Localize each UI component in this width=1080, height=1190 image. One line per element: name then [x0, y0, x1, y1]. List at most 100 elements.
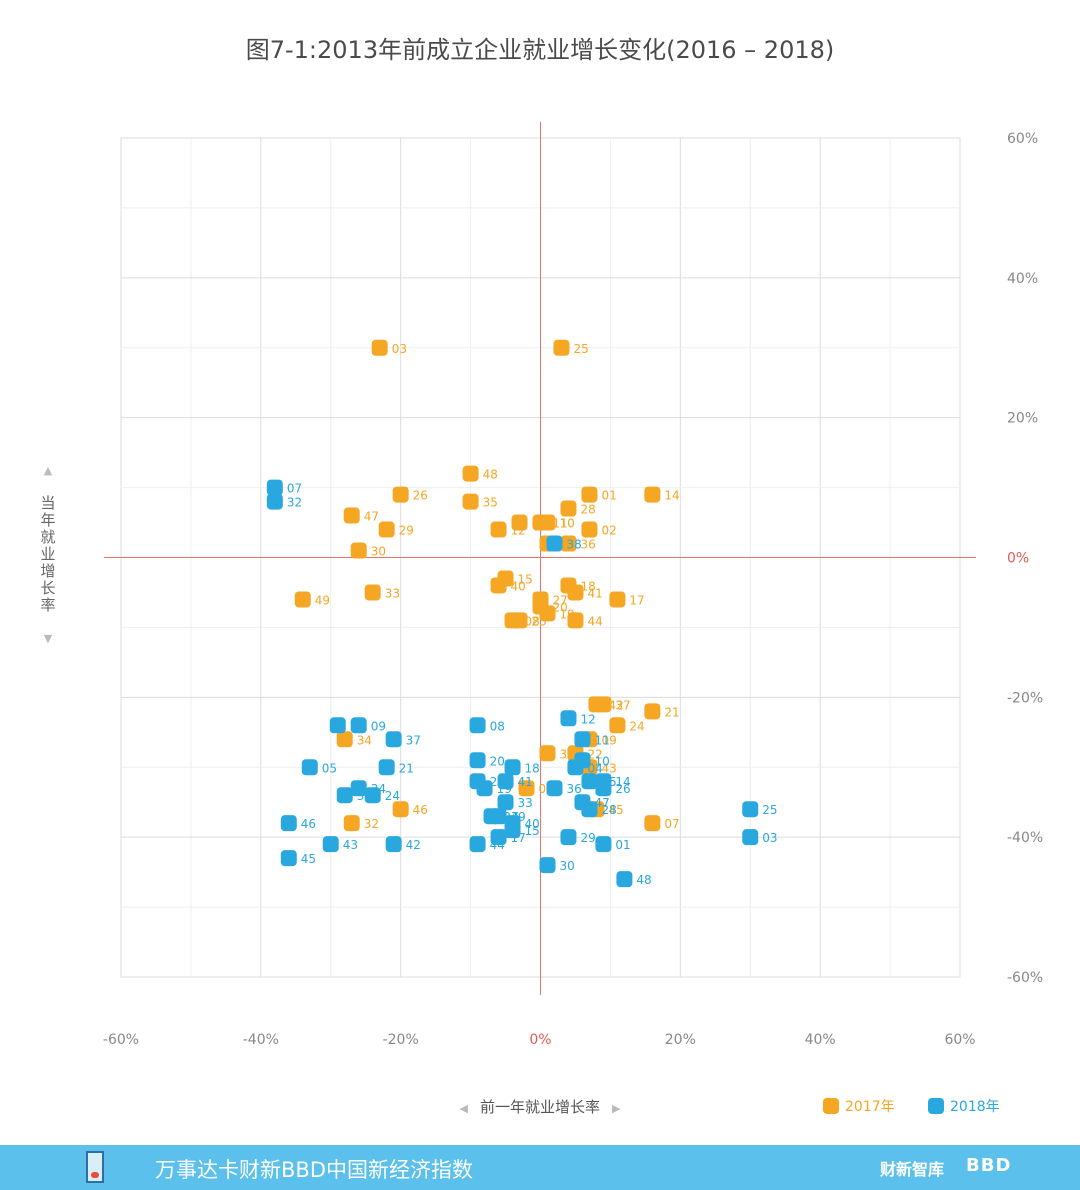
y-tick-label: -60% — [1007, 970, 1043, 986]
data-point-label: 15 — [525, 824, 540, 838]
data-point — [385, 731, 402, 748]
data-point-label: 10 — [594, 754, 609, 768]
data-point — [574, 794, 591, 811]
data-point-label: 29 — [399, 524, 414, 538]
data-point — [511, 612, 528, 629]
data-point-label: 22 — [587, 747, 602, 761]
data-point-label: 05 — [322, 761, 337, 775]
footer-bar: 万事达卡财新BBD中国新经济指数 财新智库 BBD — [0, 1145, 1080, 1190]
data-point — [560, 710, 577, 727]
data-point — [574, 752, 591, 769]
y-tick-label: -40% — [1007, 830, 1043, 846]
data-point — [644, 703, 661, 720]
data-point — [532, 591, 549, 608]
data-point — [553, 339, 570, 356]
data-point-label: 32 — [364, 817, 379, 831]
y-tick-label: 20% — [1007, 411, 1038, 427]
data-point — [329, 717, 346, 734]
data-point-label: 28 — [580, 503, 595, 517]
data-point — [490, 577, 507, 594]
data-point — [539, 857, 556, 874]
caixin-brand-logo: 财新智库 — [880, 1160, 945, 1179]
data-point — [392, 801, 409, 818]
data-point — [490, 521, 507, 538]
data-point-label: 41 — [518, 775, 533, 789]
legend-label-2018: 2018年 — [950, 1099, 1000, 1115]
data-point — [644, 486, 661, 503]
data-point-label: 09 — [371, 719, 386, 733]
data-point — [567, 584, 584, 601]
data-point-label: 41 — [587, 586, 602, 600]
data-point-label: 37 — [406, 733, 421, 747]
x-tick-label: 40% — [805, 1032, 836, 1048]
data-point-label: 12 — [580, 712, 595, 726]
data-point-label: 26 — [615, 782, 630, 796]
data-point-label: 35 — [601, 775, 616, 789]
data-point — [490, 808, 507, 825]
data-point-label: 18 — [580, 579, 595, 593]
data-point — [490, 829, 507, 846]
legend-swatch-2018 — [928, 1098, 944, 1114]
bbd-brand-logo: BBD — [966, 1155, 1012, 1176]
data-point — [504, 815, 521, 832]
data-point-label: 30 — [559, 859, 574, 873]
data-point-label: 29 — [580, 831, 595, 845]
axis-layer — [104, 122, 976, 995]
data-point — [392, 486, 409, 503]
data-point — [364, 787, 381, 804]
data-point-label: 46 — [301, 817, 316, 831]
data-point — [280, 815, 297, 832]
data-point-label: 20 — [553, 600, 568, 614]
legend-item-2018[interactable]: 2018年 — [928, 1096, 1000, 1116]
data-point-label: 18 — [525, 761, 540, 775]
data-point-label: 15 — [518, 572, 533, 586]
data-point-label: 21 — [399, 761, 414, 775]
data-point-label: 08 — [525, 614, 540, 628]
data-point — [371, 339, 388, 356]
data-point — [266, 479, 283, 496]
left-arrow-icon: ◀ — [459, 1102, 468, 1115]
data-point — [560, 829, 577, 846]
data-point-label: 32 — [287, 496, 302, 510]
data-point-label: 42 — [406, 838, 421, 852]
data-point-label: 46 — [413, 803, 428, 817]
data-point — [462, 465, 479, 482]
y-axis-label-text: 当年就业增长率 — [40, 494, 56, 614]
data-point-label: 17 — [629, 593, 644, 607]
data-points: 0102030405070809101112141517181920212223… — [266, 339, 778, 888]
data-point-label: 33 — [385, 586, 400, 600]
data-point — [644, 815, 661, 832]
data-point — [378, 521, 395, 538]
data-point-label: 27 — [553, 593, 568, 607]
data-point-label: 38 — [559, 538, 574, 552]
data-point-label: 47 — [594, 796, 609, 810]
data-point — [511, 514, 528, 531]
x-axis-label-text: 前一年就业增长率 — [479, 1098, 600, 1116]
data-point-label: 36 — [580, 538, 595, 552]
data-point — [336, 731, 353, 748]
x-tick-label: 0% — [529, 1032, 551, 1048]
data-point-label: 44 — [490, 838, 505, 852]
data-point-label: 49 — [315, 593, 330, 607]
data-point-label: 25 — [762, 803, 777, 817]
data-point — [504, 759, 521, 776]
data-point-label: 07 — [664, 817, 679, 831]
data-point — [532, 514, 549, 531]
data-point — [560, 535, 577, 552]
data-point-label: 37 — [615, 698, 630, 712]
data-point-label: 08 — [490, 719, 505, 733]
data-point — [469, 773, 486, 790]
data-point-label: 01 — [615, 838, 630, 852]
data-point — [469, 717, 486, 734]
data-point-label: 42 — [608, 698, 623, 712]
data-point — [539, 745, 556, 762]
data-point — [595, 780, 612, 797]
data-point-label: 22 — [350, 719, 365, 733]
data-point-label: 17 — [511, 831, 526, 845]
series-2017: 0102030405070809101112141517181920212223… — [294, 339, 680, 832]
data-point-label: 11 — [553, 517, 568, 531]
legend-item-2017[interactable]: 2017年 — [823, 1096, 895, 1116]
data-point — [567, 612, 584, 629]
data-point — [560, 500, 577, 517]
data-point — [336, 787, 353, 804]
